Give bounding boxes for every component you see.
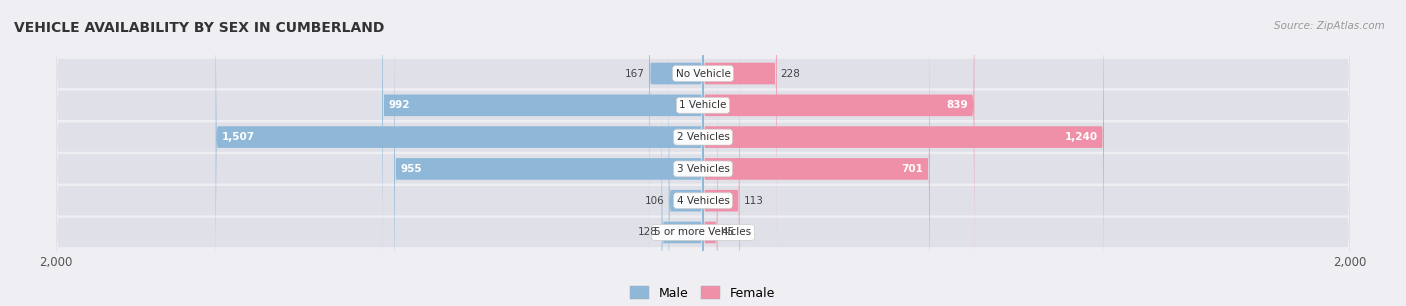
FancyBboxPatch shape — [703, 0, 929, 306]
FancyBboxPatch shape — [55, 0, 1351, 306]
Text: 1 Vehicle: 1 Vehicle — [679, 100, 727, 110]
Text: 992: 992 — [388, 100, 411, 110]
FancyBboxPatch shape — [215, 0, 703, 306]
Text: 3 Vehicles: 3 Vehicles — [676, 164, 730, 174]
Text: 1,507: 1,507 — [222, 132, 256, 142]
Text: VEHICLE AVAILABILITY BY SEX IN CUMBERLAND: VEHICLE AVAILABILITY BY SEX IN CUMBERLAN… — [14, 21, 384, 35]
Text: 701: 701 — [901, 164, 924, 174]
Text: 106: 106 — [645, 196, 665, 206]
Text: 228: 228 — [780, 69, 800, 79]
FancyBboxPatch shape — [55, 0, 1351, 306]
Text: 45: 45 — [721, 227, 735, 237]
Text: 5 or more Vehicles: 5 or more Vehicles — [654, 227, 752, 237]
FancyBboxPatch shape — [55, 0, 1351, 306]
FancyBboxPatch shape — [662, 53, 703, 306]
Legend: Male, Female: Male, Female — [630, 286, 776, 300]
Text: 2 Vehicles: 2 Vehicles — [676, 132, 730, 142]
Text: Source: ZipAtlas.com: Source: ZipAtlas.com — [1274, 21, 1385, 32]
Text: 955: 955 — [401, 164, 422, 174]
FancyBboxPatch shape — [55, 0, 1351, 306]
FancyBboxPatch shape — [650, 0, 703, 253]
Text: 128: 128 — [638, 227, 658, 237]
FancyBboxPatch shape — [382, 0, 703, 285]
Text: 113: 113 — [744, 196, 763, 206]
FancyBboxPatch shape — [669, 21, 703, 306]
Text: 4 Vehicles: 4 Vehicles — [676, 196, 730, 206]
FancyBboxPatch shape — [703, 53, 717, 306]
Text: 167: 167 — [626, 69, 645, 79]
FancyBboxPatch shape — [55, 0, 1351, 306]
FancyBboxPatch shape — [703, 0, 776, 253]
Text: 1,240: 1,240 — [1064, 132, 1098, 142]
FancyBboxPatch shape — [703, 0, 974, 285]
FancyBboxPatch shape — [703, 21, 740, 306]
FancyBboxPatch shape — [55, 0, 1351, 306]
FancyBboxPatch shape — [703, 0, 1104, 306]
FancyBboxPatch shape — [394, 0, 703, 306]
Text: 839: 839 — [946, 100, 967, 110]
Text: No Vehicle: No Vehicle — [675, 69, 731, 79]
